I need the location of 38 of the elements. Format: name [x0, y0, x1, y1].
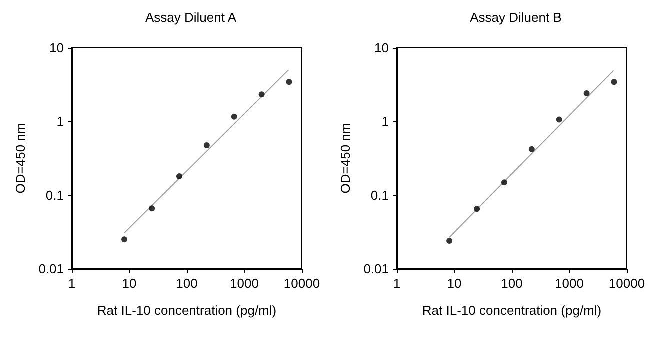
y-tick-label: 1: [56, 114, 64, 130]
point: [528, 146, 535, 152]
point: [584, 90, 590, 97]
chart-title: Assay Diluent A: [145, 10, 237, 25]
x-tick-label: 1: [68, 276, 76, 291]
y-axis-title: OD=450 nm: [338, 123, 353, 194]
point: [556, 116, 562, 123]
point: [231, 114, 238, 120]
point: [176, 174, 182, 180]
y-tick-label: 10: [50, 40, 64, 56]
y-tick-label: 0.1: [370, 188, 389, 203]
x-tick-label: 100: [501, 276, 523, 291]
x-tick-label: 1000: [230, 276, 259, 291]
x-tick-label: 100: [176, 276, 198, 291]
point: [286, 79, 292, 86]
y-tick-label: 0.1: [46, 188, 64, 203]
x-axis-title: Rat IL-10 concentration (pg/ml): [97, 303, 277, 318]
y-tick-label: 0.01: [364, 262, 389, 276]
x-tick-label: 10000: [284, 276, 320, 291]
point: [258, 92, 265, 98]
x-tick-label: 10: [447, 276, 462, 291]
point: [122, 236, 128, 243]
x-axis-title: Rat IL-10 concentration (pg/ml): [422, 303, 602, 318]
point: [474, 206, 480, 212]
x-tick-label: 1000: [555, 276, 584, 291]
chart-title: Assay Diluent B: [470, 10, 562, 25]
point: [501, 180, 508, 186]
point: [204, 142, 210, 148]
y-tick-label: 10: [374, 40, 389, 56]
point: [611, 79, 618, 86]
y-tick-label: 0.01: [38, 262, 64, 276]
x-tick-label: 10: [122, 276, 137, 291]
point: [149, 206, 156, 212]
y-tick-label: 1: [382, 114, 389, 130]
point: [446, 238, 453, 244]
x-tick-label: 10000: [608, 276, 646, 291]
x-tick-label: 1: [393, 276, 401, 291]
y-axis-title: OD=450 nm: [13, 123, 28, 194]
